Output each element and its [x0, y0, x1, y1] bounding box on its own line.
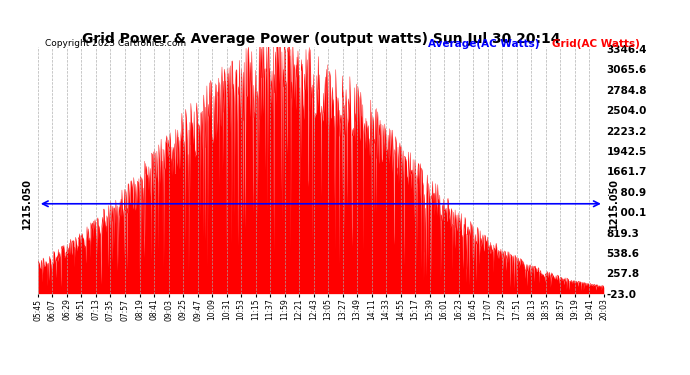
- Title: Grid Power & Average Power (output watts) Sun Jul 30 20:14: Grid Power & Average Power (output watts…: [81, 32, 560, 46]
- Text: Grid(AC Watts): Grid(AC Watts): [552, 39, 640, 50]
- Text: Copyright 2023 Cartronics.com: Copyright 2023 Cartronics.com: [45, 39, 186, 48]
- Text: 1215.050: 1215.050: [22, 178, 32, 229]
- Text: Average(AC Watts): Average(AC Watts): [428, 39, 540, 50]
- Text: 1215.050: 1215.050: [609, 178, 620, 229]
